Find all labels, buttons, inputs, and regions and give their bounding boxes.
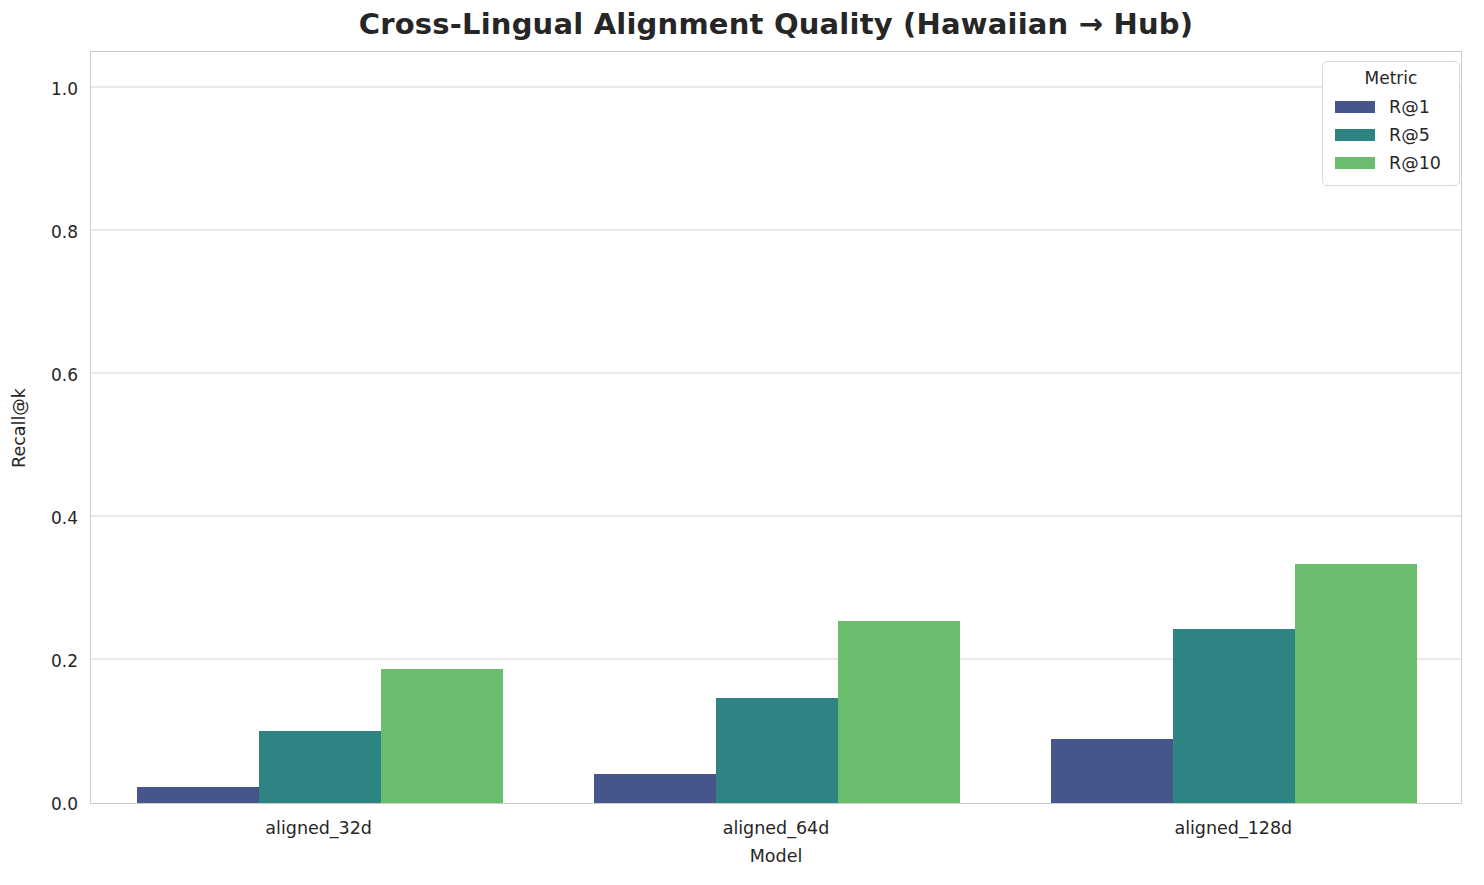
y-axis-label: Recall@k xyxy=(9,328,33,528)
legend-swatch-r-10 xyxy=(1335,157,1375,169)
x-axis-label: Model xyxy=(90,846,1462,866)
bars-layer xyxy=(91,52,1461,803)
bar-aligned-128d-r-5 xyxy=(1173,629,1295,803)
chart-title: Cross-Lingual Alignment Quality (Hawaiia… xyxy=(90,7,1462,41)
legend-item-r-1: R@1 xyxy=(1323,93,1459,121)
legend-label-r-1: R@1 xyxy=(1389,97,1430,117)
bar-aligned-32d-r-1 xyxy=(137,787,259,803)
bar-aligned-64d-r-1 xyxy=(594,774,716,803)
legend-items: R@1 R@5 R@10 xyxy=(1323,93,1459,177)
y-tick-label-0.4: 0.4 xyxy=(18,506,78,530)
x-tick-label-aligned-64d: aligned_64d xyxy=(547,816,1004,840)
y-tick-label-0.8: 0.8 xyxy=(18,220,78,244)
y-tick-label-1.0: 1.0 xyxy=(18,77,78,101)
legend: Metric R@1 R@5 R@10 xyxy=(1322,61,1460,186)
x-tick-label-aligned-128d: aligned_128d xyxy=(1005,816,1462,840)
bar-aligned-64d-r-10 xyxy=(838,621,960,803)
y-tick-label-0.2: 0.2 xyxy=(18,649,78,673)
x-tick-label-aligned-32d: aligned_32d xyxy=(90,816,547,840)
plot-area xyxy=(90,51,1462,804)
legend-item-r-10: R@10 xyxy=(1323,149,1459,177)
bar-aligned-32d-r-10 xyxy=(381,669,503,803)
legend-swatch-r-1 xyxy=(1335,101,1375,113)
bar-aligned-64d-r-5 xyxy=(716,698,838,803)
legend-label-r-5: R@5 xyxy=(1389,125,1430,145)
legend-swatch-r-5 xyxy=(1335,129,1375,141)
legend-item-r-5: R@5 xyxy=(1323,121,1459,149)
figure: Cross-Lingual Alignment Quality (Hawaiia… xyxy=(0,0,1484,885)
y-tick-label-0.6: 0.6 xyxy=(18,363,78,387)
bar-aligned-128d-r-10 xyxy=(1295,564,1417,803)
legend-title: Metric xyxy=(1323,68,1459,88)
bar-aligned-128d-r-1 xyxy=(1051,739,1173,803)
bar-aligned-32d-r-5 xyxy=(259,731,381,803)
y-tick-label-0.0: 0.0 xyxy=(18,792,78,816)
legend-label-r-10: R@10 xyxy=(1389,153,1441,173)
